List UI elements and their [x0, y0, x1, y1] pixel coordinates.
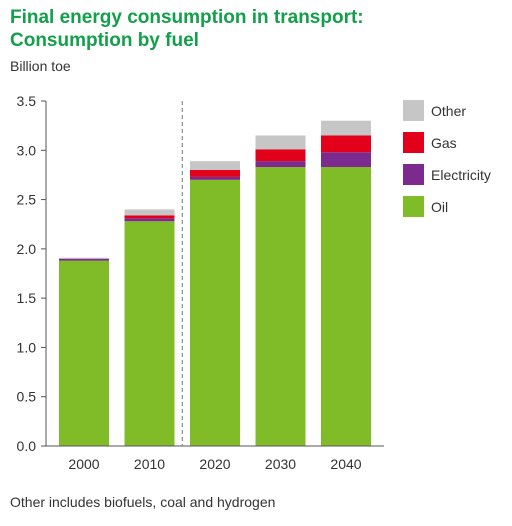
- bar-segment-other-2030: [255, 135, 306, 150]
- bar-segment-oil-2020: [190, 179, 240, 446]
- legend-label-other: Other: [431, 103, 466, 119]
- bar-segment-other-2010: [124, 209, 175, 216]
- bar-segment-gas-2030: [255, 149, 306, 162]
- bar-segment-other-2040: [321, 120, 371, 136]
- bar-segment-oil-2030: [255, 167, 306, 447]
- legend-swatch-oil: [403, 196, 424, 217]
- legend: Other Gas Electricity Oil: [403, 100, 491, 217]
- legend-label-electricity: Electricity: [431, 167, 491, 183]
- bar-segment-gas-2040: [321, 135, 371, 153]
- bar-segment-oil-2010: [124, 221, 175, 446]
- y-tick-label-1.5: 1.5: [17, 290, 37, 306]
- bar-segment-oil-2000: [59, 260, 109, 446]
- legend-label-gas: Gas: [431, 135, 457, 151]
- y-tick-label-0.0: 0.0: [17, 438, 37, 454]
- x-tick-label-2040: 2040: [330, 456, 361, 472]
- bar-segment-electricity-2020: [190, 176, 240, 180]
- bar-segment-electricity-2040: [321, 152, 371, 168]
- bar-segment-electricity-2000: [59, 258, 109, 261]
- chart-title-line-2: Consumption by fuel: [10, 30, 199, 51]
- y-tick-label-2.0: 2.0: [17, 241, 37, 257]
- y-tick-label-2.5: 2.5: [17, 192, 37, 208]
- x-tick-label-2020: 2020: [199, 456, 230, 472]
- x-tick-label-2030: 2030: [265, 456, 296, 472]
- y-axis-unit-label: Billion toe: [10, 58, 71, 74]
- bar-segment-gas-2010: [124, 215, 175, 219]
- chart-title: Final energy consumption in transport: C…: [10, 6, 364, 52]
- legend-swatch-electricity: [403, 164, 424, 185]
- bar-segment-electricity-2010: [124, 218, 175, 222]
- y-tick-label-1.0: 1.0: [17, 339, 37, 355]
- y-tick-label-3.0: 3.0: [17, 142, 37, 158]
- chart-title-line-1: Final energy consumption in transport:: [10, 7, 364, 28]
- footnote: Other includes biofuels, coal and hydrog…: [10, 494, 276, 510]
- axes-group: 2000 2010 2020 2030 2040 0.0 0.5 1.0 1.5 2.0 2.5 3.…: [17, 93, 384, 472]
- x-tick-label-2000: 2000: [68, 456, 99, 472]
- bar-segment-other-2020: [190, 161, 240, 170]
- bar-segment-electricity-2030: [255, 161, 306, 168]
- legend-swatch-gas: [403, 132, 424, 153]
- y-tick-label-3.5: 3.5: [17, 93, 37, 109]
- legend-label-oil: Oil: [431, 199, 448, 215]
- x-tick-label-2010: 2010: [134, 456, 165, 472]
- bar-segment-gas-2020: [190, 170, 240, 177]
- y-tick-label-0.5: 0.5: [17, 389, 37, 405]
- bar-segment-oil-2040: [321, 167, 371, 447]
- bar-segment-other-2000: [59, 257, 109, 259]
- bars-group: [59, 120, 371, 447]
- legend-swatch-other: [403, 100, 424, 121]
